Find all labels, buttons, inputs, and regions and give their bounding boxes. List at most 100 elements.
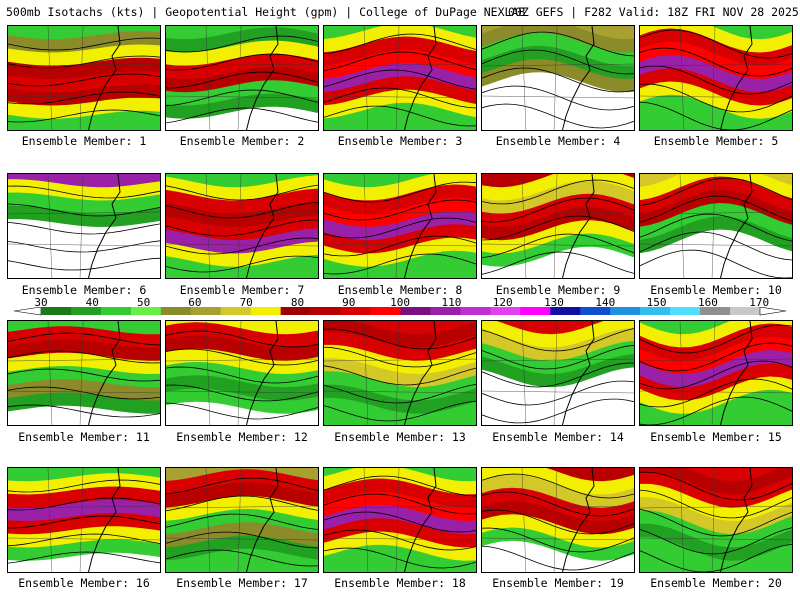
ensemble-map-panel [639,25,793,131]
colorbar-right-arrow [759,307,787,316]
state-border [205,321,211,425]
ensemble-member-label: Ensemble Member: 20 [650,576,782,590]
ensemble-map-panel [7,320,161,426]
ensemble-member-label: Ensemble Member: 2 [179,134,305,148]
ensemble-member-label: Ensemble Member: 13 [334,430,466,444]
state-border [205,468,211,572]
height-contour [324,69,476,90]
isotach-band [482,393,634,425]
coastline [245,174,279,278]
colorbar-tick-label: 50 [136,296,151,309]
height-contour [324,365,476,386]
height-contour [8,203,160,217]
ensemble-map-panel [481,320,635,426]
height-contour [166,531,318,549]
colorbar-swatch [490,307,521,315]
coastline [403,174,437,278]
height-contour [166,348,318,366]
isotach-band [640,242,792,278]
colorbar-swatch [520,307,551,315]
colorbar-bar [13,307,787,316]
state-border [324,390,476,394]
ensemble-member-label: Ensemble Member: 5 [653,134,779,148]
height-contour [8,479,160,493]
height-contour [640,213,792,242]
height-contour [8,37,160,51]
height-contour [166,477,318,495]
ensemble-member-label: Ensemble Member: 14 [492,430,624,444]
state-border [79,468,84,572]
height-contour [8,404,160,418]
height-contour [324,328,476,350]
header-title: 500mb Isotachs (kts) | Geopotential Heig… [6,5,526,19]
isotach-band [8,552,160,572]
state-border [679,26,685,130]
state-border [324,537,476,541]
height-contour [482,197,634,223]
isotach-map [640,321,792,425]
height-contour [8,551,160,564]
height-contour [640,47,792,77]
ensemble-map-panel [639,467,793,573]
state-border [553,174,558,278]
height-contour [8,109,160,123]
height-contour [166,184,318,201]
isotach-map [640,468,792,572]
isotach-map [8,26,160,130]
ensemble-member-label: Ensemble Member: 11 [18,430,150,444]
height-contour [166,366,318,384]
isotach-map [324,26,476,130]
colorbar-tick-label: 110 [441,296,462,309]
ensemble-member-label: Ensemble Member: 15 [650,430,782,444]
height-contour [166,201,318,219]
height-contour [8,240,160,253]
height-contour [8,91,160,105]
state-border [482,505,634,509]
state-border [482,390,634,394]
ensemble-map-panel [323,173,477,279]
isotach-map [324,321,476,425]
isotach-map [640,26,792,130]
state-border [363,174,369,278]
ensemble-member-label: Ensemble Member: 6 [21,283,147,297]
height-contour [324,529,476,551]
height-contour [166,402,318,420]
ensemble-map-panel [639,173,793,279]
state-border [166,95,318,99]
colorbar-tick-label: 140 [595,296,616,309]
state-border [679,174,685,278]
state-border [166,537,318,541]
height-contour [324,235,476,257]
height-contour [8,350,160,364]
state-border [324,95,476,99]
isotach-map [482,174,634,278]
colorbar-swatch [400,307,431,315]
ensemble-map-panel [7,467,161,573]
state-border [324,505,476,509]
isotach-map [166,468,318,572]
isotach-map [324,468,476,572]
height-contour [640,360,792,390]
height-contour [166,107,318,124]
state-border [640,537,792,541]
coastline [87,321,121,425]
colorbar-tick-label: 90 [342,296,356,309]
ensemble-member-label: Ensemble Member: 9 [495,283,621,297]
colorbar-swatch [250,307,282,315]
ensemble-member-label: Ensemble Member: 1 [21,134,147,148]
height-contour [166,71,318,89]
state-border [237,321,242,425]
height-contour [324,475,476,497]
state-border [8,505,160,509]
state-border [8,243,160,247]
ensemble-member-label: Ensemble Member: 7 [179,283,305,297]
state-border [553,321,558,425]
height-contour [324,400,476,422]
ensemble-map-panel [323,320,477,426]
height-contour [482,380,634,406]
state-border [521,174,527,278]
coastline [719,174,753,278]
coastline [719,26,753,130]
isotach-map [482,26,634,130]
isotach-band [8,405,160,425]
